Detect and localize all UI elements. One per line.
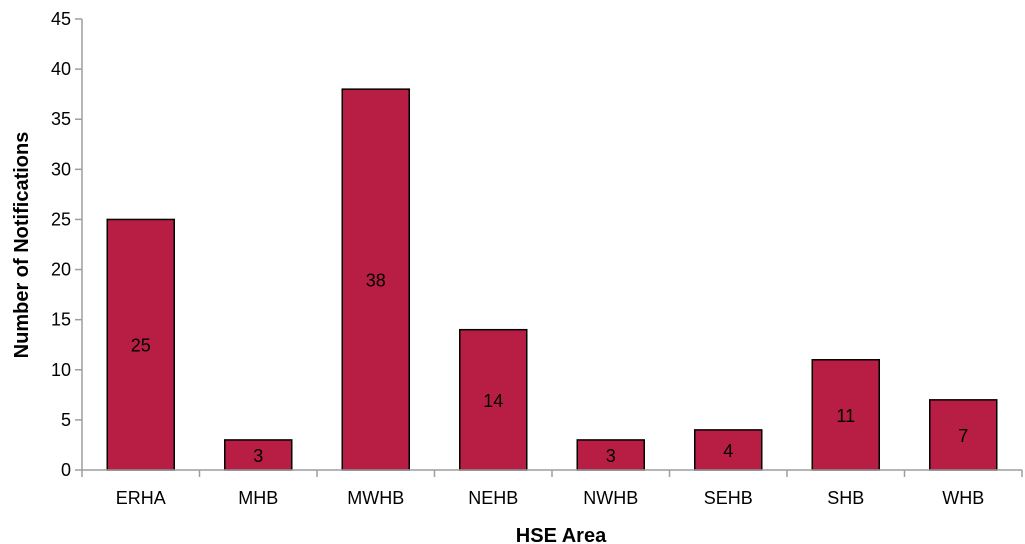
x-tick-label: MHB (238, 488, 278, 508)
y-tick-label: 35 (51, 109, 71, 129)
bar-data-label: 14 (483, 391, 503, 411)
y-axis-ticks: 0 5 10 15 20 25 30 35 40 45 (51, 9, 82, 480)
x-tick-label: NEHB (468, 488, 518, 508)
bar (224, 439, 293, 471)
bar-data-label: 25 (131, 336, 151, 356)
x-tick-label: ERHA (116, 488, 166, 508)
y-tick-label: 20 (51, 260, 71, 280)
x-tick-label: SEHB (704, 488, 753, 508)
y-tick-label: 25 (51, 209, 71, 229)
x-axis-title: HSE Area (516, 525, 607, 544)
bar-data-label: 4 (723, 441, 733, 461)
x-axis-ticks: ERHA MHB MWHB NEHB NWHB SEHB SHB WHB (81, 470, 1023, 508)
y-tick-label: 0 (61, 460, 71, 480)
bar-data-label: 38 (366, 271, 386, 291)
bar (576, 439, 645, 471)
y-tick-label: 15 (51, 310, 71, 330)
bar (811, 359, 880, 471)
bar-data-label: 3 (253, 446, 263, 466)
bar (459, 328, 528, 471)
bar (694, 429, 763, 471)
y-axis-title: Number of Notifications (11, 132, 33, 359)
bar (106, 218, 175, 471)
y-tick-label: 30 (51, 159, 71, 179)
y-tick-label: 10 (51, 360, 71, 380)
y-tick-label: 45 (51, 9, 71, 29)
bar-data-label: 7 (958, 426, 968, 446)
y-tick-label: 5 (61, 410, 71, 430)
x-tick-label: NWHB (583, 488, 638, 508)
x-tick-label: MWHB (347, 488, 404, 508)
x-tick-label: SHB (827, 488, 864, 508)
bars: 25 3 38 14 3 4 11 7 (106, 88, 998, 471)
bar-data-label: 3 (606, 446, 616, 466)
y-tick-label: 40 (51, 59, 71, 79)
x-tick-label: WHB (942, 488, 984, 508)
bar-data-label: 11 (836, 406, 855, 426)
